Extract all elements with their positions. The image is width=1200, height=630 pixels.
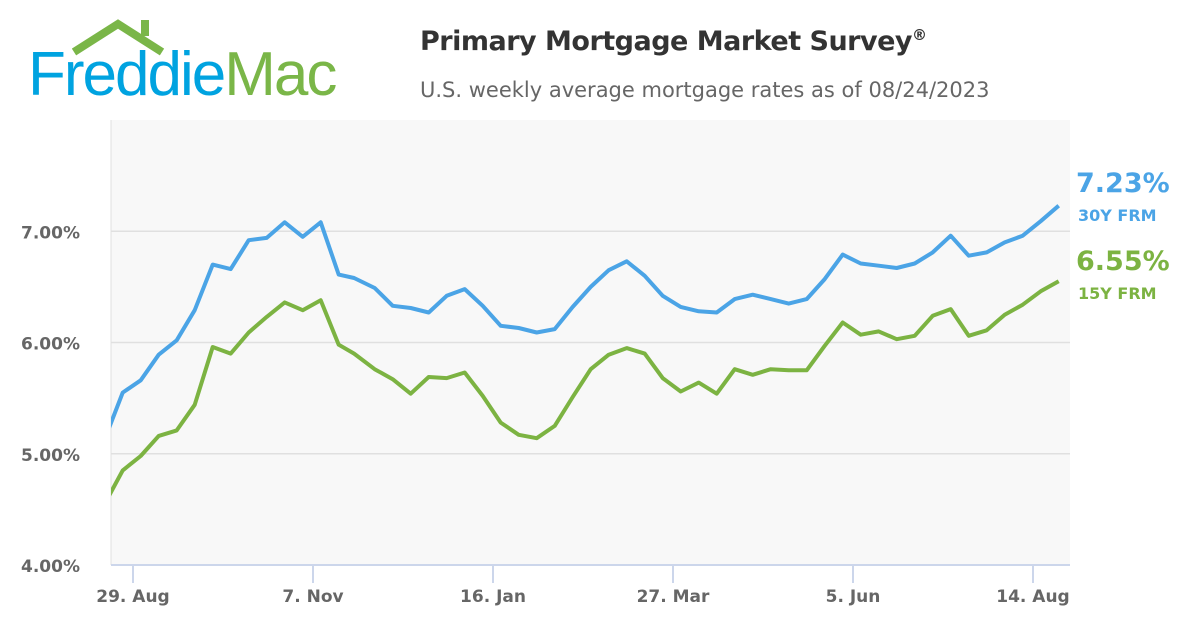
x-tick-label: 14. Aug <box>996 587 1069 607</box>
y-tick-label: 4.00% <box>21 557 80 577</box>
freddie-mac-logo: FreddieMac <box>28 18 388 109</box>
chart-subtitle: U.S. weekly average mortgage rates as of… <box>420 78 990 102</box>
label-30y-name: 30Y FRM <box>1078 206 1157 225</box>
label-15y-name: 15Y FRM <box>1078 284 1157 303</box>
y-tick-label: 5.00% <box>21 446 80 466</box>
chart-title: Primary Mortgage Market Survey® <box>420 26 927 57</box>
label-30y-value: 7.23% <box>1076 168 1170 199</box>
logo-wordmark: FreddieMac <box>28 40 337 109</box>
y-tick-label: 6.00% <box>21 335 80 355</box>
x-tick-label: 5. Jun <box>826 587 881 607</box>
x-tick-label: 7. Nov <box>282 587 343 607</box>
x-tick-label: 27. Mar <box>637 587 710 607</box>
x-tick-label: 16. Jan <box>460 587 526 607</box>
house-roof-icon <box>72 19 165 56</box>
series-line-30y <box>111 204 1061 429</box>
y-tick-label: 7.00% <box>21 223 80 243</box>
series-line-15y <box>111 279 1060 497</box>
x-tick-label: 29. Aug <box>96 587 169 607</box>
label-15y-value: 6.55% <box>1076 246 1170 277</box>
